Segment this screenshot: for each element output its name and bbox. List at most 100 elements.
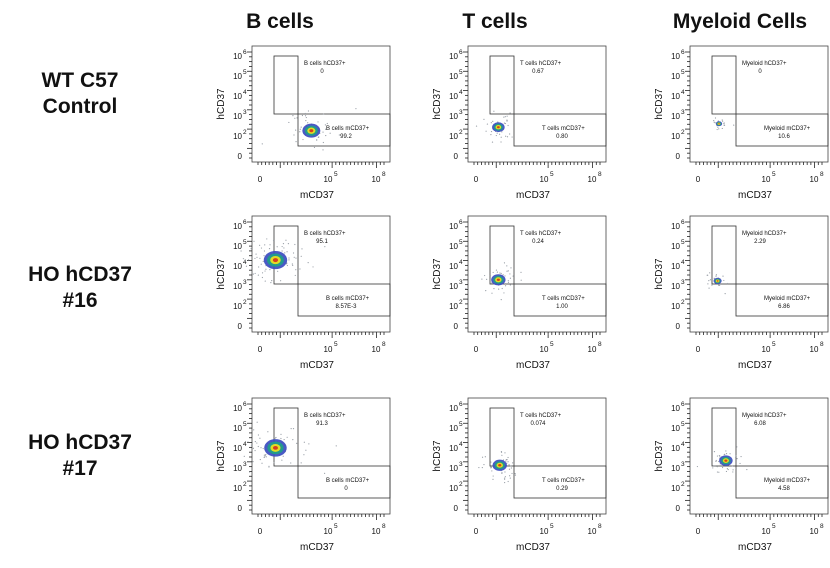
scatter-point <box>511 136 513 138</box>
y-tick-exponent: 5 <box>681 69 685 76</box>
x-tick-label: 10 <box>324 527 333 536</box>
scatter-point <box>264 270 266 272</box>
scatter-point <box>292 115 294 117</box>
scatter-point <box>716 455 719 457</box>
x-tick-label: 10 <box>762 175 771 184</box>
scatter-point <box>504 478 506 480</box>
x-tick-exponent: 8 <box>598 171 602 178</box>
scatter-point <box>324 124 326 126</box>
scatter-point <box>510 267 512 269</box>
y-tick-exponent: 4 <box>459 441 463 448</box>
scatter-point <box>281 459 283 461</box>
y-tick-exponent: 5 <box>243 69 247 76</box>
x-tick-exponent: 8 <box>382 171 386 178</box>
scatter-point <box>713 451 716 453</box>
scatter-point <box>292 439 294 441</box>
y-tick-label: 10 <box>449 464 458 473</box>
scatter-point <box>491 470 493 472</box>
y-tick-exponent: 4 <box>459 259 463 266</box>
x-tick-label: 0 <box>696 345 701 354</box>
scatter-point <box>736 446 738 448</box>
y-tick-label: 10 <box>233 242 242 251</box>
scatter-point <box>273 462 275 464</box>
gate-label-mcd37: B cells mCD37+ <box>326 478 370 484</box>
y-tick-label: 10 <box>671 262 680 271</box>
scatter-point <box>504 275 506 277</box>
y-tick-label: 10 <box>671 404 680 413</box>
scatter-point <box>296 442 298 445</box>
scatter-point <box>734 457 737 459</box>
scatter-point <box>301 114 304 117</box>
y-tick-exponent: 3 <box>243 109 247 116</box>
column-header-t-cells: T cells <box>462 10 528 33</box>
scatter-point <box>504 122 507 125</box>
scatter-point <box>712 467 714 469</box>
row-header-line: HO hCD37 <box>28 263 132 286</box>
scatter-point <box>322 113 325 115</box>
gate-mcd37 <box>297 465 391 499</box>
scatter-point <box>282 243 285 245</box>
scatter-point <box>263 454 266 456</box>
gate-hcd37 <box>273 407 299 467</box>
scatter-point <box>261 276 263 279</box>
scatter-point <box>265 456 267 458</box>
density-layer-3 <box>496 278 500 282</box>
scatter-point <box>267 431 269 433</box>
y-tick-exponent: 5 <box>459 69 463 76</box>
y-tick-label: 10 <box>671 464 680 473</box>
scatter-point <box>288 257 290 259</box>
scatter-point <box>268 466 270 468</box>
x-tick-label: 0 <box>474 345 479 354</box>
scatter-point <box>735 467 737 469</box>
scatter-point <box>303 454 305 456</box>
scatter-point <box>732 469 734 471</box>
scatter-point <box>514 474 517 476</box>
x-tick-exponent: 5 <box>334 523 338 530</box>
y-axis-title: hCD37 <box>654 440 665 472</box>
y-tick-exponent: 6 <box>681 219 685 226</box>
gate-mcd37 <box>513 465 607 499</box>
y-tick-exponent: 5 <box>681 421 685 428</box>
scatter-point <box>256 421 258 423</box>
y-tick-label: 0 <box>238 152 243 161</box>
scatter-point <box>305 449 307 451</box>
gate-value-hcd37: 0.074 <box>530 421 546 427</box>
scatter-point <box>717 120 719 122</box>
scatter-point <box>287 243 290 245</box>
x-tick-exponent: 8 <box>382 341 386 348</box>
gate-label-hcd37: B cells hCD37+ <box>304 231 346 237</box>
scatter-point <box>284 252 286 254</box>
scatter-point <box>708 287 710 289</box>
y-tick-label: 10 <box>449 52 458 61</box>
scatter-point <box>512 275 514 277</box>
scatter-point <box>261 272 264 274</box>
y-tick-label: 10 <box>671 92 680 101</box>
scatter-point <box>504 481 506 484</box>
scatter-point <box>509 475 511 477</box>
scatter-point <box>322 141 324 144</box>
y-tick-exponent: 4 <box>681 89 685 96</box>
y-tick-label: 10 <box>233 132 242 141</box>
row-header-line: Control <box>42 95 118 118</box>
y-tick-label: 10 <box>449 222 458 231</box>
scatter-point <box>505 135 507 137</box>
scatter-point <box>301 248 303 250</box>
scatter-point <box>709 279 712 281</box>
scatter-point <box>292 427 295 430</box>
scatter-point <box>305 116 307 119</box>
y-tick-exponent: 2 <box>681 129 685 136</box>
density-layer-3 <box>309 129 314 133</box>
y-tick-label: 10 <box>233 302 242 311</box>
gate-label-mcd37: Myeloid mCD37+ <box>764 126 811 132</box>
y-tick-exponent: 6 <box>681 401 685 408</box>
scatter-point <box>719 283 721 285</box>
scatter-point <box>254 449 256 452</box>
y-tick-exponent: 2 <box>459 129 463 136</box>
x-tick-exponent: 8 <box>820 341 824 348</box>
y-tick-exponent: 6 <box>243 219 247 226</box>
y-tick-label: 10 <box>449 112 458 121</box>
